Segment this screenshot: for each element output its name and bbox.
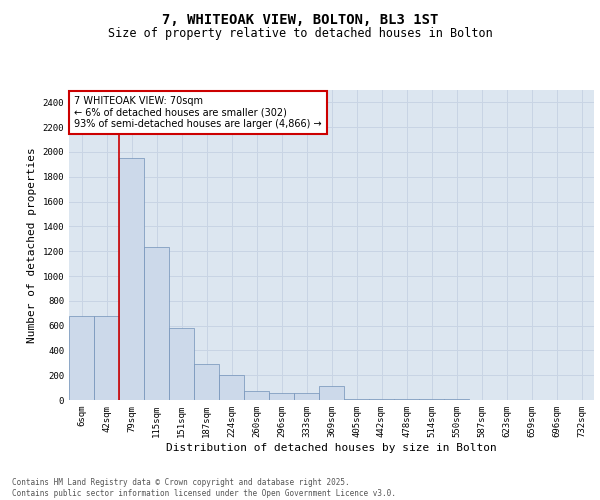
X-axis label: Distribution of detached houses by size in Bolton: Distribution of detached houses by size …	[166, 442, 497, 452]
Bar	[194, 364, 219, 400]
Text: Size of property relative to detached houses in Bolton: Size of property relative to detached ho…	[107, 28, 493, 40]
Text: 7, WHITEOAK VIEW, BOLTON, BL3 1ST: 7, WHITEOAK VIEW, BOLTON, BL3 1ST	[162, 12, 438, 26]
Bar	[319, 386, 344, 400]
Bar	[94, 316, 119, 400]
Bar	[144, 248, 169, 400]
Bar	[269, 393, 294, 400]
Bar	[169, 328, 194, 400]
Bar	[294, 393, 319, 400]
Text: 7 WHITEOAK VIEW: 70sqm
← 6% of detached houses are smaller (302)
93% of semi-det: 7 WHITEOAK VIEW: 70sqm ← 6% of detached …	[74, 96, 322, 130]
Bar	[219, 375, 244, 400]
Y-axis label: Number of detached properties: Number of detached properties	[27, 147, 37, 343]
Bar	[244, 390, 269, 400]
Bar	[119, 158, 144, 400]
Bar	[69, 316, 94, 400]
Text: Contains HM Land Registry data © Crown copyright and database right 2025.
Contai: Contains HM Land Registry data © Crown c…	[12, 478, 396, 498]
